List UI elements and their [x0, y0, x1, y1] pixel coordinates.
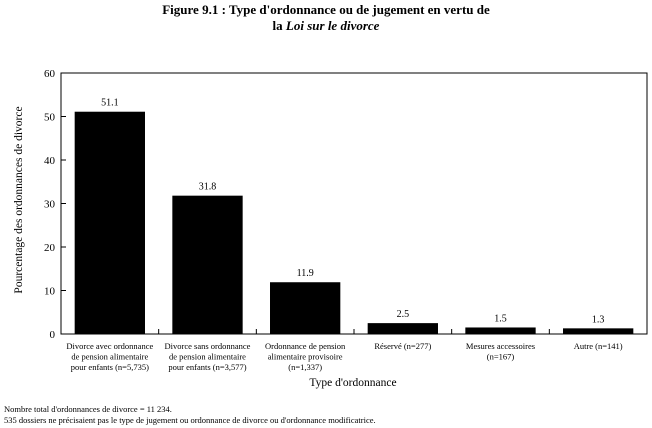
plot-frame	[60, 72, 648, 335]
x-tick-label: Mesures accessoires (n=167)	[466, 341, 535, 362]
chart-title-line-1: Figure 9.1 : Type d'ordonnance ou de jug…	[162, 2, 490, 17]
chart-title-italic: Loi sur le divorce	[285, 18, 380, 33]
footnote-total: Nombre total d'ordonnances de divorce = …	[4, 404, 172, 414]
x-tick-label: Divorce avec ordonnance de pension alimen…	[66, 341, 153, 372]
data-label: 51.1	[101, 98, 119, 109]
y-tick-label: 30	[44, 199, 56, 211]
x-tick-label-line: de pension alimentaire	[71, 352, 148, 362]
y-tick-label: 60	[44, 68, 56, 80]
bar	[465, 327, 536, 334]
bar	[563, 328, 634, 334]
x-tick-label-line: pour enfants (n=3,577)	[168, 362, 246, 372]
chart-title-line-2: la Loi sur le divorce	[0, 18, 652, 34]
x-tick-label-line: alimentaire provisoire	[268, 352, 343, 362]
x-tick-label-line: de pension alimentaire	[169, 352, 246, 362]
x-tick-label-line: Divorce avec ordonnance	[66, 341, 153, 351]
bar	[367, 323, 438, 334]
data-label: 31.8	[199, 182, 217, 193]
x-tick-label-line: Autre (n=141)	[574, 341, 623, 351]
bar	[172, 195, 243, 334]
y-tick-label: 0	[50, 329, 56, 341]
x-axis-label: Type d'ordonnance	[309, 377, 396, 389]
data-label: 1.5	[494, 313, 507, 324]
y-axis-label: Pourcentage des ordonnances de divorce	[13, 106, 25, 293]
data-label: 11.9	[297, 268, 314, 279]
x-tick-label-line: (n=167)	[487, 352, 515, 362]
x-tick-label: Divorce sans ordonnance de pension alimen…	[165, 341, 251, 372]
x-tick-label-line: Réservé (n=277)	[374, 341, 431, 351]
y-tick-label: 20	[44, 242, 56, 254]
bar	[74, 111, 145, 334]
data-label: 1.3	[592, 314, 605, 325]
x-tick-label-line: (n=1,337)	[288, 362, 322, 372]
y-tick-label: 10	[44, 286, 56, 298]
x-tick-label-line: Ordonnance de pension	[265, 341, 346, 351]
x-tick-label-line: pour enfants (n=5,735)	[71, 362, 149, 372]
y-tick-label: 40	[44, 155, 56, 167]
x-tick-label-line: Mesures accessoires	[466, 341, 535, 351]
bar	[270, 282, 341, 334]
x-tick-label: Autre (n=141)	[574, 341, 623, 351]
x-tick-label: Ordonnance de pension alimentaire proviso…	[265, 341, 346, 372]
y-tick-label: 50	[44, 112, 56, 124]
data-label: 2.5	[397, 309, 410, 320]
chart-title-prefix: la	[272, 18, 286, 33]
x-tick-label: Réservé (n=277)	[374, 341, 431, 351]
x-tick-label-line: Divorce sans ordonnance	[165, 341, 251, 351]
footnote-unspecified: 535 dossiers ne précisaient pas le type …	[4, 415, 376, 425]
